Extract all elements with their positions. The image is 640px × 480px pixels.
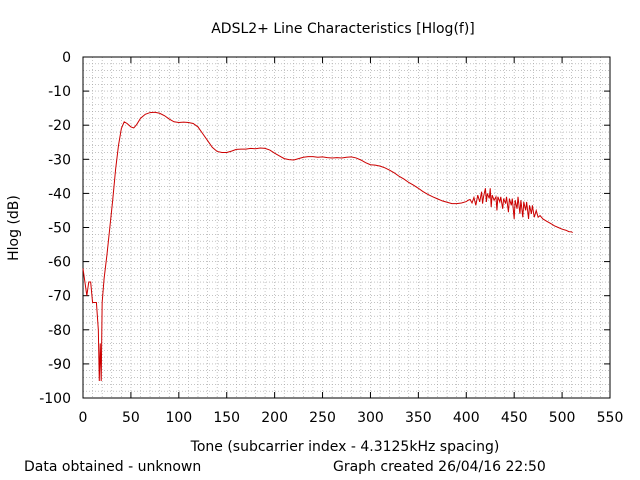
y-tick-label: 0 bbox=[62, 50, 71, 66]
y-tick-label: -40 bbox=[48, 186, 71, 202]
y-tick-label: -100 bbox=[39, 391, 71, 407]
x-tick-label: 50 bbox=[122, 410, 140, 426]
x-tick-label: 150 bbox=[213, 410, 240, 426]
y-tick-label: -70 bbox=[48, 289, 71, 305]
x-tick-label: 300 bbox=[357, 410, 384, 426]
x-tick-label: 0 bbox=[79, 410, 88, 426]
axis-ticks bbox=[82, 56, 611, 399]
chart-title: ADSL2+ Line Characteristics [Hlog(f)] bbox=[211, 21, 475, 37]
footer-graph-created: Graph created 26/04/16 22:50 bbox=[333, 459, 546, 475]
y-tick-label: -10 bbox=[48, 84, 71, 100]
x-tick-label: 350 bbox=[405, 410, 432, 426]
x-tick-label: 100 bbox=[165, 410, 192, 426]
x-tick-label: 200 bbox=[261, 410, 288, 426]
series-line bbox=[82, 111, 573, 381]
x-tick-label: 450 bbox=[501, 410, 528, 426]
x-tick-label: 250 bbox=[309, 410, 336, 426]
x-tick-label: 550 bbox=[597, 410, 624, 426]
footer-data-source: Data obtained - unknown bbox=[24, 459, 202, 475]
x-axis-label: Tone (subcarrier index - 4.3125kHz spaci… bbox=[190, 439, 500, 455]
y-tick-label: -50 bbox=[48, 221, 71, 237]
y-tick-label: -90 bbox=[48, 357, 71, 373]
x-tick-label: 400 bbox=[453, 410, 480, 426]
y-tick-label: -20 bbox=[48, 118, 71, 134]
y-axis-label: Hlog (dB) bbox=[6, 195, 22, 261]
grid bbox=[83, 57, 610, 398]
y-tick-label: -60 bbox=[48, 255, 71, 271]
y-tick-labels: 0 -10 -20 -30 -40 -50 -60 -70 -80 -90 -100 bbox=[39, 50, 71, 407]
x-tick-label: 500 bbox=[549, 410, 576, 426]
x-tick-labels: 0 50 100 150 200 250 300 350 400 450 500 550 bbox=[79, 410, 624, 426]
y-tick-label: -80 bbox=[48, 323, 71, 339]
y-tick-label: -30 bbox=[48, 152, 71, 168]
